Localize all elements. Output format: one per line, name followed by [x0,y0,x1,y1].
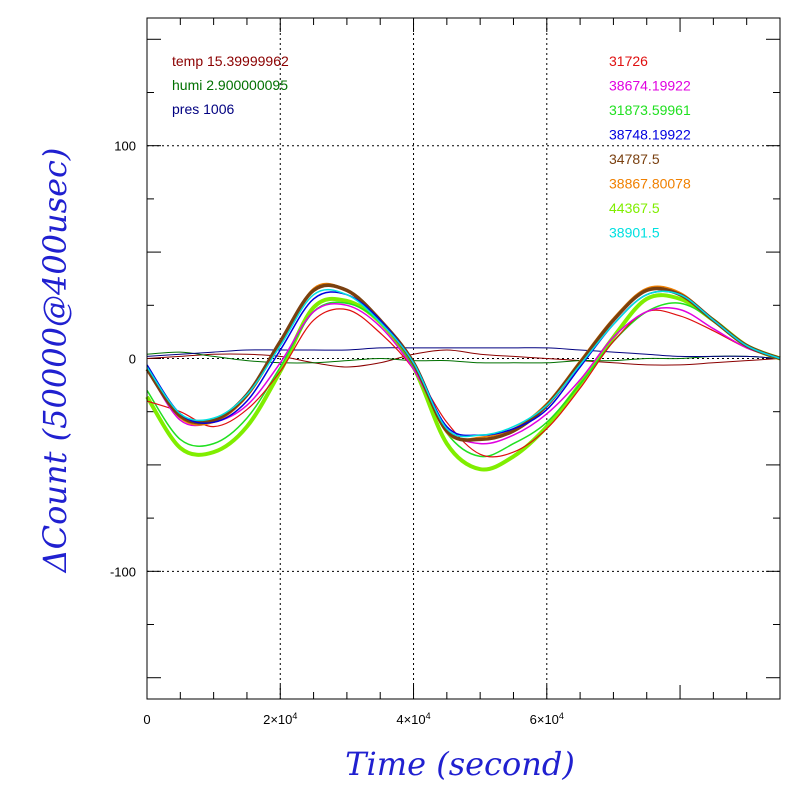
x-tick-label: 6×104 [530,711,564,727]
legend-series-label: 38901.5 [609,225,660,241]
env-series-pres [146,347,781,359]
legend-series-label: 34787.5 [609,151,660,167]
legend-series: 31726 38674.19922 31873.59961 38748.19922 34… [609,53,691,241]
legend-series-label: 38867.80078 [609,176,691,192]
series-line-38901.5 [146,288,781,438]
y-tick-label: -100 [110,564,136,579]
series-line-44367.5 [145,293,781,472]
x-tick-label: 0 [143,712,150,727]
legend-series-label: 31873.59961 [609,102,691,118]
legend-series-label: 31726 [609,53,648,69]
y-tick-label: 100 [114,139,136,154]
plot-frame [146,17,781,700]
x-tick-label: 4×104 [396,711,430,727]
y-tick-labels: 100 0 -100 [110,139,136,580]
legend-env-label: pres 1006 [172,101,234,117]
legend-series-label: 44367.5 [609,200,660,216]
legend-env-label: temp 15.39999962 [172,53,289,69]
env-series-humi [146,351,781,364]
x-tick-labels: 0 2×104 4×104 6×104 [143,711,564,727]
minor-ticks [146,18,781,699]
legend-series-label: 38674.19922 [609,78,691,94]
series-line-34787.5 [145,283,781,442]
series-line-31873.59961 [146,301,781,458]
series-line-31726 [146,308,781,458]
legend-series-label: 38748.19922 [609,127,691,143]
y-tick-label: 0 [129,352,136,367]
x-axis-title: Time (second) [345,745,575,783]
series-group [145,282,781,472]
env-series-temp [146,349,781,368]
y-axis-title: ΔCount (50000@400usec) [36,148,74,575]
x-tick-label: 2×104 [263,711,297,727]
legend-environment: temp 15.39999962 humi 2.900000095 pres 100… [172,53,289,117]
legend-env-label: humi 2.900000095 [172,77,288,93]
